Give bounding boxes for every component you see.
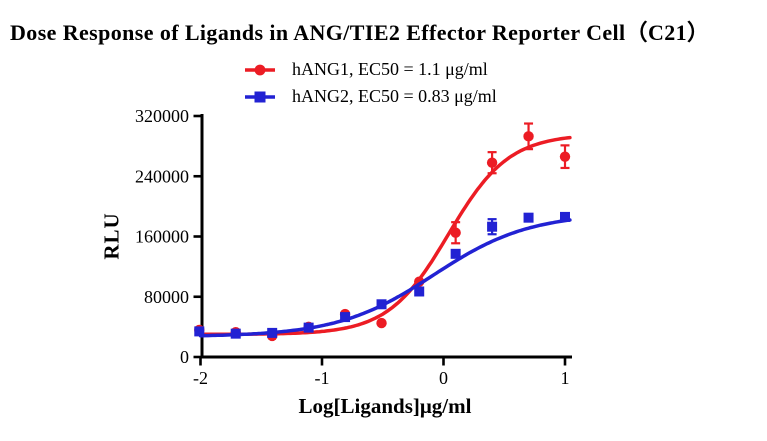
legend-item-hang1: hANG1, EC50 = 1.1 μg/ml [244, 59, 497, 80]
svg-text:240000: 240000 [135, 166, 189, 186]
svg-text:80000: 80000 [144, 287, 189, 307]
svg-text:320000: 320000 [135, 106, 189, 126]
legend-label-hang2: hANG2, EC50 = 0.83 μg/ml [292, 86, 497, 106]
y-axis-title: RLU [99, 212, 124, 260]
svg-text:-1: -1 [315, 368, 330, 388]
svg-text:0: 0 [439, 368, 448, 388]
x-axis-title: Log[Ligands]μg/ml [298, 394, 472, 418]
legend-item-hang2: hANG2, EC50 = 0.83 μg/ml [244, 86, 497, 107]
chart-legend: hANG1, EC50 = 1.1 μg/ml hANG2, EC50 = 0.… [244, 59, 497, 107]
hang2-square-marker-icon [245, 91, 275, 102]
svg-text:-2: -2 [193, 368, 208, 388]
chart-title: Dose Response of Ligands in ANG/TIE2 Eff… [10, 20, 710, 45]
svg-text:160000: 160000 [135, 227, 189, 247]
svg-text:1: 1 [561, 368, 570, 388]
legend-label-hang1: hANG1, EC50 = 1.1 μg/ml [292, 59, 488, 79]
svg-text:0: 0 [180, 347, 189, 367]
hang1-circle-marker-icon [245, 64, 275, 75]
